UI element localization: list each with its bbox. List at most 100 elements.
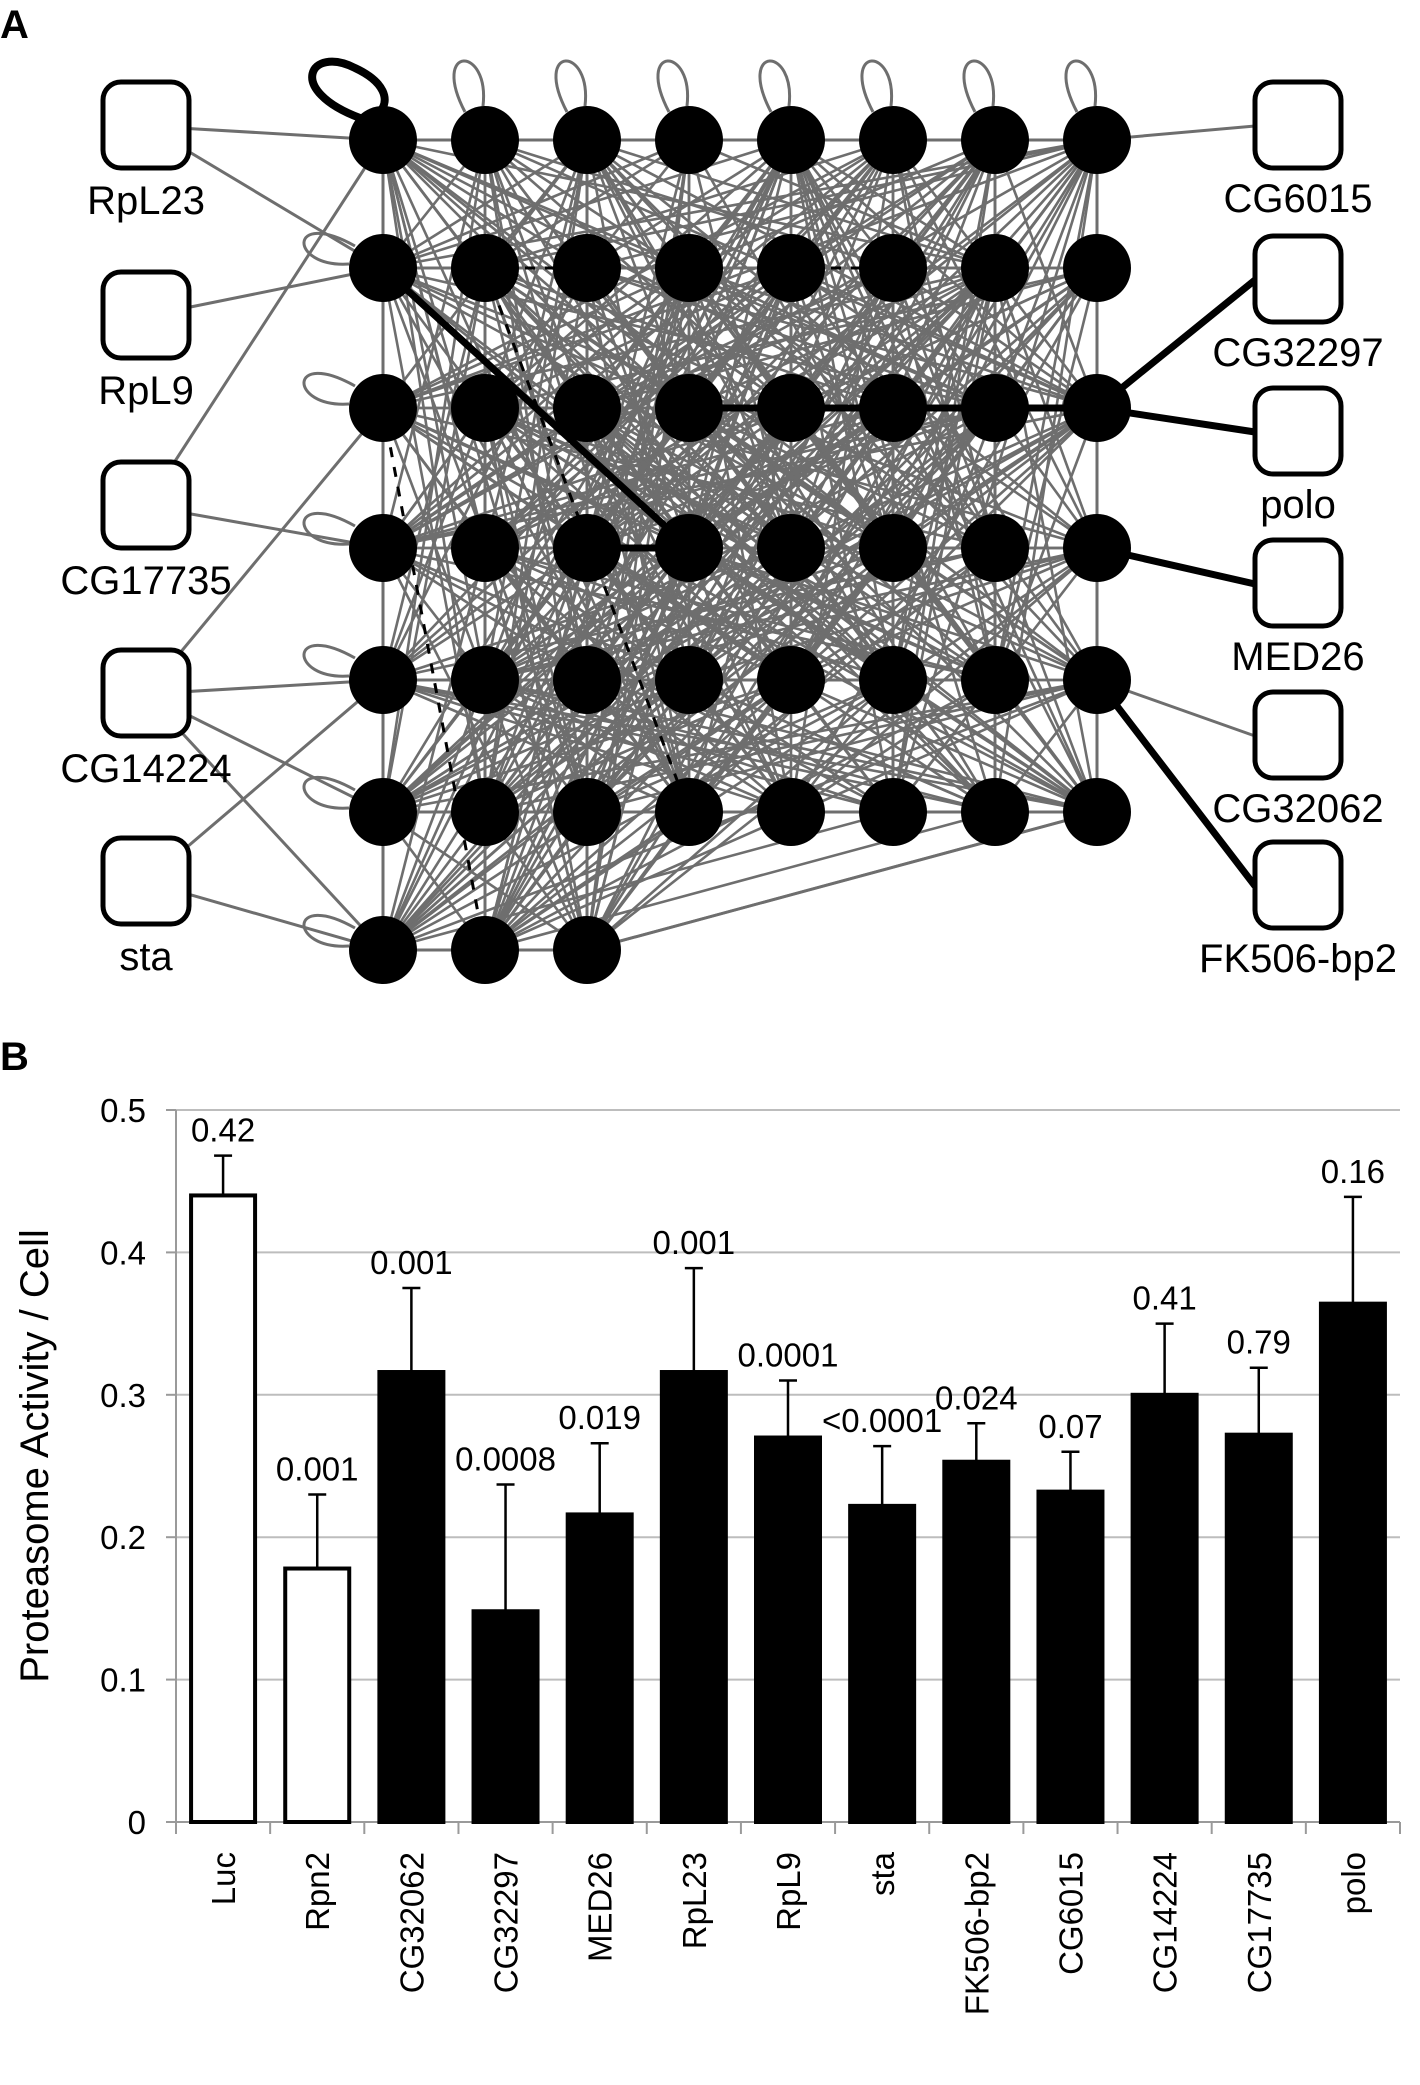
- network-node-5: [859, 106, 927, 174]
- network-edge-117: [382, 138, 894, 550]
- left-gene-label-0: RpL23: [87, 179, 205, 223]
- network-edge-308: [993, 267, 1099, 681]
- network-node-34: [553, 646, 621, 714]
- right-gene-box-2: [1252, 385, 1344, 477]
- left-gene-edge-2-0: [144, 139, 385, 507]
- bar-CG17735: [1224, 1432, 1293, 1824]
- panel-a-label: A: [0, 3, 29, 47]
- x-label-Luc: Luc: [205, 1852, 242, 1905]
- network-edge-395: [484, 406, 996, 682]
- network-edge-510: [382, 678, 588, 814]
- bar-sta: [848, 1503, 917, 1824]
- network-edge-387: [382, 406, 894, 814]
- network-edge-333: [381, 407, 487, 681]
- p-value-MED26: 0.019: [558, 1399, 641, 1436]
- network-edge-486: [586, 546, 1098, 952]
- network-node-14: [961, 234, 1029, 302]
- right-gene-box-4: [1252, 689, 1344, 781]
- left-gene-label-1: RpL9: [98, 369, 194, 413]
- p-value-CG6015: 0.07: [1038, 1408, 1102, 1445]
- network-node-29: [859, 514, 927, 582]
- network-self-loop-4: [758, 59, 792, 113]
- right-gene-label-3: MED26: [1231, 635, 1364, 679]
- network-edge-72: [382, 138, 690, 270]
- network-edge-83: [382, 138, 792, 270]
- network-node-30: [961, 514, 1029, 582]
- panel-a-network: A RpL23 RpL9 CG17735 CG14224 sta CG6015 CG3229…: [0, 3, 1397, 984]
- network-edge-407: [790, 407, 1098, 681]
- network-edge-230: [382, 266, 690, 410]
- network-edge-110: [484, 138, 894, 270]
- network-node-37: [859, 646, 927, 714]
- x-label-polo: polo: [1335, 1852, 1372, 1914]
- network-node-31: [1063, 514, 1131, 582]
- p-value-Rpn2: 0.001: [276, 1450, 359, 1487]
- network-edge-393: [586, 406, 996, 550]
- network-side-loop-2: [302, 371, 356, 406]
- network-node-27: [655, 514, 723, 582]
- network-node-32: [349, 646, 417, 714]
- bar-CG6015: [1036, 1489, 1105, 1824]
- panel-b-label: B: [0, 1035, 29, 1079]
- highlight-edge-5: [1094, 677, 1258, 889]
- left-gene-edge-3-6: [144, 692, 385, 952]
- network-node-16: [349, 374, 417, 442]
- network-node-4: [757, 106, 825, 174]
- network-edge-533: [892, 678, 1098, 814]
- network-edge-508: [381, 679, 487, 951]
- network-self-loop-1: [452, 59, 486, 113]
- network-edge-249: [382, 266, 792, 410]
- network-node-26: [553, 514, 621, 582]
- network-edge-522: [382, 679, 690, 951]
- network-edge-362: [382, 407, 690, 681]
- network-self-loop-2: [554, 59, 588, 113]
- network-node-28: [757, 514, 825, 582]
- left-gene-label-3: CG14224: [60, 747, 231, 791]
- right-gene-label-5: FK506-bp2: [1199, 937, 1397, 981]
- network-node-3: [655, 106, 723, 174]
- network-edge-517: [382, 678, 690, 814]
- network-node-17: [451, 374, 519, 442]
- network-node-50: [553, 916, 621, 984]
- network-node-47: [1063, 778, 1131, 846]
- x-label-FK506-bp2: FK506-bp2: [958, 1852, 995, 2015]
- network-side-loop-3: [302, 511, 356, 546]
- network-node-8: [349, 234, 417, 302]
- right-gene-label-4: CG32062: [1212, 787, 1383, 831]
- network-edge-250: [484, 266, 792, 410]
- bar-Luc: [189, 1193, 258, 1824]
- bar-CG32062: [377, 1370, 446, 1824]
- network-edge-525: [484, 678, 792, 814]
- network-node-44: [757, 778, 825, 846]
- network-node-40: [349, 778, 417, 846]
- network-edge-458: [382, 546, 792, 682]
- p-value-sta: <0.0001: [822, 1402, 942, 1439]
- p-value-polo: 0.16: [1321, 1153, 1385, 1190]
- network-highlight-self-loop: [308, 57, 389, 122]
- chart-error-bars: [214, 1154, 1362, 1612]
- network-node-35: [655, 646, 723, 714]
- network-side-loop-5: [302, 775, 356, 810]
- network-node-49: [451, 916, 519, 984]
- network-node-25: [451, 514, 519, 582]
- p-value-FK506-bp2: 0.024: [935, 1379, 1018, 1416]
- network-edge-546: [382, 678, 1098, 952]
- y-tick-labels: 0 0.1 0.2 0.3 0.4 0.5: [100, 1092, 146, 1841]
- left-gene-box-2: [100, 459, 192, 551]
- network-node-0: [349, 106, 417, 174]
- network-node-33: [451, 646, 519, 714]
- y-tick-label-1: 0.1: [100, 1662, 146, 1699]
- bar-CG14224: [1130, 1392, 1199, 1825]
- network-node-15: [1063, 234, 1131, 302]
- network-edge-565: [484, 810, 690, 952]
- right-gene-label-2: polo: [1260, 483, 1336, 527]
- network-edge-262: [483, 267, 793, 813]
- x-label-CG32062: CG32062: [393, 1852, 430, 1993]
- network-node-36: [757, 646, 825, 714]
- bar-RpL9: [754, 1435, 822, 1825]
- network-node-38: [961, 646, 1029, 714]
- network-node-22: [961, 374, 1029, 442]
- network-node-20: [757, 374, 825, 442]
